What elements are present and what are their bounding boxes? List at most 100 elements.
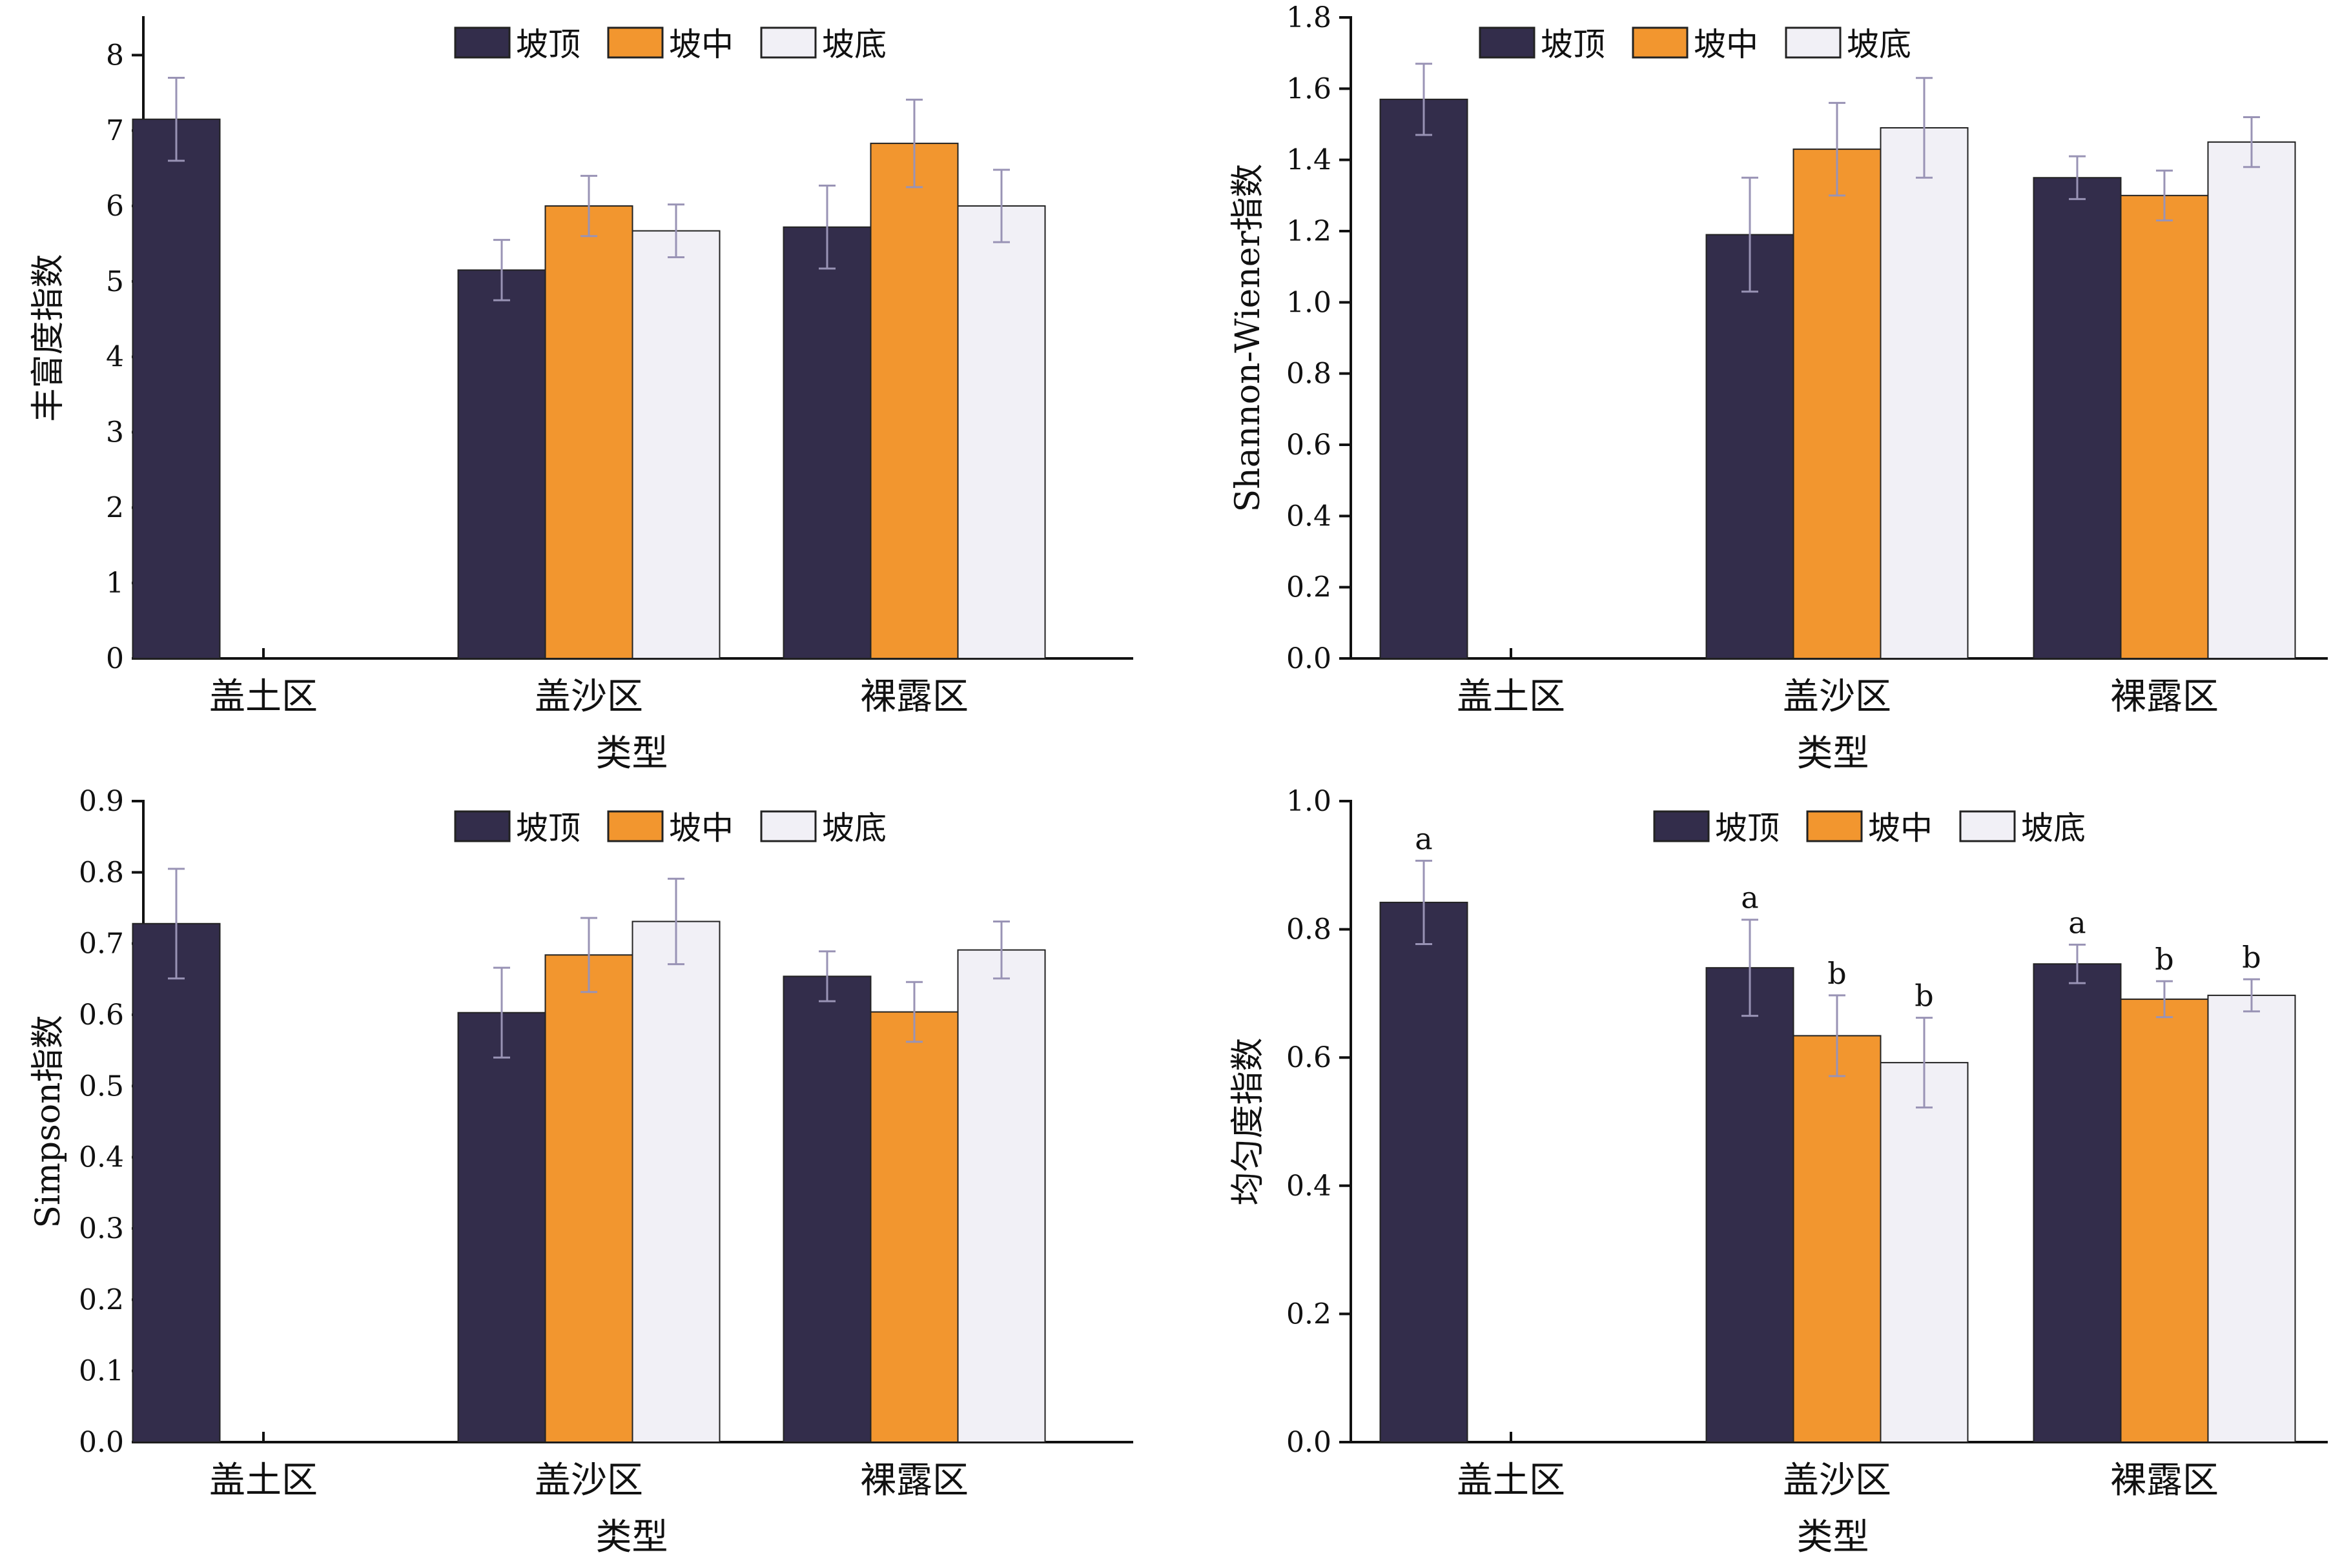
y-tick-label: 0 [106,642,124,675]
y-tick-label: 0.3 [79,1212,124,1245]
y-tick-label: 0.4 [1286,1170,1331,1203]
y-tick-label: 6 [106,190,124,223]
y-tick-label: 4 [106,341,124,374]
bar-坡底-裸露区 [957,205,1046,659]
bar-坡底-盖沙区 [632,921,721,1443]
bar-坡中-盖沙区 [544,205,633,659]
bar-坡顶-盖沙区 [457,1012,546,1443]
y-tick-label: 1.2 [1286,215,1331,248]
y-tick-label: 0.8 [79,856,124,889]
y-tick-label: 0.6 [1286,1041,1331,1074]
bar-坡顶-盖土区 [1379,98,1468,659]
bar-坡顶-盖沙区 [457,269,546,659]
y-tick-label: 1.6 [1286,72,1331,105]
y-tick-label: 1.4 [1286,144,1331,177]
y-tick-label: 0.7 [79,928,124,961]
legend-swatch-坡底 [1785,26,1842,59]
y-tick-label: 1.0 [1286,785,1331,818]
significance-letter: a [2068,905,2086,940]
significance-letter: b [2155,942,2173,977]
x-tick-label: 盖沙区 [535,676,643,718]
x-tick-label: 盖土区 [1457,676,1565,718]
legend-label-坡顶: 坡顶 [516,809,580,847]
y-tick-label: 2 [106,491,124,524]
significance-letter: b [1915,979,1933,1013]
y-axis-label: 丰富度指数 [29,254,68,422]
y-tick-label: 0.6 [1286,429,1331,462]
simpson-chart: 0.0 0.1 0.2 0.3 0.4 0.5 0.6 0.7 0.8 0.9 盖土区 盖沙区 裸露区类… [29,785,1133,1558]
legend-swatch-坡顶 [454,26,511,59]
legend-swatch-坡顶 [454,810,511,842]
y-tick-label: 0.5 [79,1070,124,1103]
x-tick-label: 裸露区 [2110,1460,2219,1502]
bar-坡底-盖沙区 [1880,1062,1969,1443]
y-tick-label: 1.0 [1286,286,1331,319]
x-tick-label: 裸露区 [2110,676,2219,718]
x-axis-label: 类型 [1797,1516,1869,1558]
y-tick-label: 0.0 [79,1426,124,1459]
bar-坡中-裸露区 [870,1011,959,1443]
y-tick-label: 3 [106,416,124,449]
x-tick-label: 盖沙区 [1783,1460,1891,1502]
bar-坡顶-盖土区 [132,922,221,1443]
y-tick-label: 8 [106,39,124,72]
bar-坡中-盖沙区 [1792,148,1882,660]
y-tick-label: 0.2 [1286,1298,1331,1330]
legend-label-坡底: 坡底 [822,26,887,63]
y-tick-label: 0.4 [1286,500,1331,533]
y-tick-label: 0.0 [1286,1426,1331,1459]
bar-坡底-裸露区 [957,949,1046,1443]
bar-坡底-裸露区 [2207,141,2296,660]
significance-letter: a [1741,881,1758,915]
y-tick-label: 0.4 [79,1141,124,1174]
x-axis-label: 类型 [596,1516,668,1558]
legend-label-坡底: 坡底 [2021,809,2086,847]
x-axis-label: 类型 [596,733,668,775]
x-tick-label: 盖土区 [1457,1460,1565,1502]
legend-swatch-坡底 [760,810,817,842]
x-axis-label: 类型 [1797,733,1869,775]
legend-label-坡顶: 坡顶 [1541,26,1605,63]
bar-坡底-盖沙区 [632,230,721,659]
x-tick-label: 盖沙区 [535,1460,643,1502]
legend-swatch-坡顶 [1653,810,1710,842]
bar-坡顶-盖沙区 [1705,234,1794,659]
bar-坡中-裸露区 [2120,998,2209,1443]
bar-坡底-盖沙区 [1880,127,1969,659]
y-tick-label: 0.9 [79,785,124,818]
legend-swatch-坡底 [1959,810,2016,842]
shannon-wiener-chart: 0.0 0.2 0.4 0.6 0.8 1.0 1.2 1.4 1.6 1.8 盖土区 盖沙区 裸露区类… [1229,1,2328,775]
y-tick-label: 0.8 [1286,358,1331,391]
y-tick-label: 7 [106,114,124,147]
x-tick-label: 盖土区 [209,1460,318,1502]
legend-label-坡底: 坡底 [1847,26,1911,63]
y-tick-label: 0.2 [1286,571,1331,604]
legend-label-坡中: 坡中 [1694,26,1758,63]
bar-坡中-裸露区 [870,143,959,660]
x-tick-label: 盖沙区 [1783,676,1891,718]
y-axis-label: Shannon-Wiener指数 [1229,164,1268,513]
legend-label-坡顶: 坡顶 [516,26,580,63]
y-tick-label: 0.8 [1286,913,1331,946]
bar-坡顶-裸露区 [783,975,872,1443]
legend-label-坡底: 坡底 [822,809,887,847]
y-axis-label: Simpson指数 [29,1015,68,1228]
bar-坡顶-裸露区 [783,226,872,659]
y-tick-label: 0.6 [79,999,124,1032]
y-tick-label: 1 [106,567,124,600]
y-axis-label: 均匀度指数 [1229,1037,1268,1205]
bar-坡底-裸露区 [2207,994,2296,1443]
legend-label-坡顶: 坡顶 [1715,809,1780,847]
legend-swatch-坡中 [1806,810,1863,842]
legend-label-坡中: 坡中 [669,809,734,847]
y-tick-label: 0.1 [79,1355,124,1388]
x-tick-label: 盖土区 [209,676,318,718]
bar-坡顶-盖土区 [132,118,221,659]
bar-坡顶-裸露区 [2033,963,2122,1443]
x-tick-label: 裸露区 [860,676,969,718]
bar-坡中-裸露区 [2120,194,2209,660]
bar-坡顶-盖沙区 [1705,967,1794,1443]
legend-swatch-坡顶 [1479,26,1535,59]
bar-坡中-盖沙区 [1792,1035,1882,1443]
